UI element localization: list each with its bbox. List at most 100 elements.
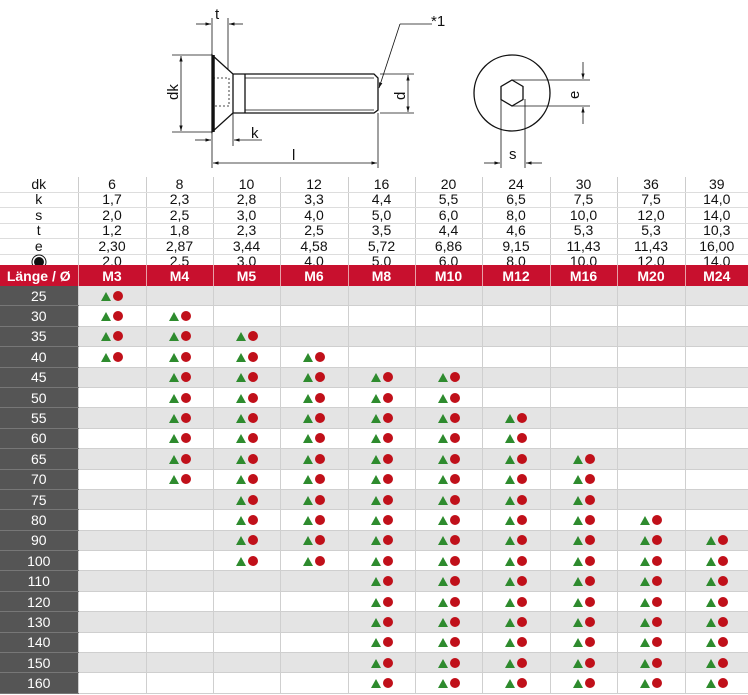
red-circle-icon — [113, 311, 123, 322]
availability-cell — [481, 550, 550, 572]
availability-cell — [145, 326, 213, 348]
red-circle-icon — [315, 474, 325, 485]
spec-value: 2,0 — [77, 207, 146, 224]
green-triangle-icon — [370, 679, 381, 689]
green-triangle-icon — [235, 393, 246, 403]
red-circle-icon — [382, 596, 393, 607]
availability-cell — [616, 509, 685, 531]
availability-cell — [616, 407, 685, 429]
red-circle-icon — [449, 678, 460, 689]
length-label: 35 — [0, 326, 78, 348]
availability-cell — [414, 550, 482, 572]
availability-cell — [616, 652, 685, 674]
green-triangle-icon — [303, 352, 313, 362]
red-circle-icon — [652, 637, 662, 648]
spec-value: 2,3 — [145, 192, 213, 208]
availability-cell — [347, 367, 415, 388]
label-s: s — [509, 146, 517, 163]
red-circle-icon — [584, 637, 595, 648]
spec-value: 4,58 — [279, 238, 348, 255]
availability-cell — [549, 611, 617, 633]
red-circle-icon — [449, 535, 460, 546]
availability-cell — [212, 286, 280, 307]
availability-cell — [616, 326, 685, 348]
red-circle-icon — [449, 555, 460, 566]
length-label: 40 — [0, 346, 78, 368]
thread-header-m16: M16 — [549, 265, 617, 286]
availability-cell — [212, 469, 280, 490]
availability-cell — [549, 509, 617, 531]
green-triangle-icon — [101, 312, 111, 322]
red-circle-icon — [382, 494, 393, 505]
label-k: k — [251, 125, 259, 142]
green-triangle-icon — [437, 414, 448, 424]
green-triangle-icon — [505, 475, 515, 485]
spec-label: s — [0, 207, 78, 224]
thread-header-m5: M5 — [212, 265, 280, 286]
green-triangle-icon — [640, 658, 650, 668]
length-label: 80 — [0, 509, 78, 531]
red-circle-icon — [247, 351, 258, 362]
red-circle-icon — [113, 331, 123, 342]
availability-cell — [616, 672, 685, 694]
green-triangle-icon — [505, 536, 515, 546]
availability-cell — [481, 346, 550, 368]
green-triangle-icon — [303, 495, 313, 505]
availability-cell — [684, 509, 748, 531]
green-triangle-icon — [303, 515, 313, 525]
availability-cell — [279, 326, 348, 348]
green-triangle-icon — [370, 556, 381, 566]
green-triangle-icon — [572, 597, 583, 607]
availability-cell — [414, 305, 482, 327]
green-triangle-icon — [505, 577, 515, 587]
availability-cell — [145, 387, 213, 409]
availability-cell — [414, 407, 482, 429]
availability-cell — [549, 367, 617, 388]
drive-socket-icon — [33, 257, 44, 268]
availability-cell — [212, 305, 280, 327]
availability-cell — [684, 591, 748, 613]
green-triangle-icon — [303, 556, 313, 566]
end-view — [473, 54, 590, 168]
availability-cell — [77, 550, 146, 572]
availability-cell — [145, 469, 213, 490]
availability-cell — [549, 428, 617, 450]
red-circle-icon — [717, 678, 728, 689]
red-circle-icon — [584, 535, 595, 546]
availability-cell — [77, 305, 146, 327]
availability-cell — [616, 570, 685, 592]
green-triangle-icon — [370, 475, 381, 485]
spec-value: 14,0 — [684, 207, 748, 224]
green-triangle-icon — [437, 475, 448, 485]
green-triangle-icon — [437, 617, 448, 627]
red-circle-icon — [449, 657, 460, 668]
screw-technical-drawing: t dk k l d *1 e s — [165, 6, 590, 168]
availability-cell — [279, 407, 348, 429]
availability-cell — [684, 570, 748, 592]
availability-cell — [347, 550, 415, 572]
availability-cell — [549, 448, 617, 470]
availability-cell — [549, 550, 617, 572]
availability-cell — [347, 672, 415, 694]
spec-value: 2,30 — [77, 238, 146, 255]
green-triangle-icon — [640, 638, 650, 648]
green-triangle-icon — [168, 332, 179, 342]
availability-cell — [481, 469, 550, 490]
availability-cell — [77, 570, 146, 592]
availability-cell — [145, 509, 213, 531]
table-row: 110 — [0, 570, 748, 592]
red-circle-icon — [382, 372, 393, 383]
spec-value: 24 — [481, 177, 550, 193]
red-circle-icon — [180, 311, 191, 322]
green-triangle-icon — [168, 312, 179, 322]
availability-cell — [549, 632, 617, 654]
red-circle-icon — [113, 351, 123, 362]
availability-cell — [549, 387, 617, 409]
availability-cell — [145, 672, 213, 694]
availability-cell — [684, 489, 748, 511]
spec-value: 36 — [616, 177, 685, 193]
availability-cell — [414, 428, 482, 450]
green-triangle-icon — [572, 577, 583, 587]
availability-cell — [549, 652, 617, 674]
green-triangle-icon — [235, 536, 246, 546]
